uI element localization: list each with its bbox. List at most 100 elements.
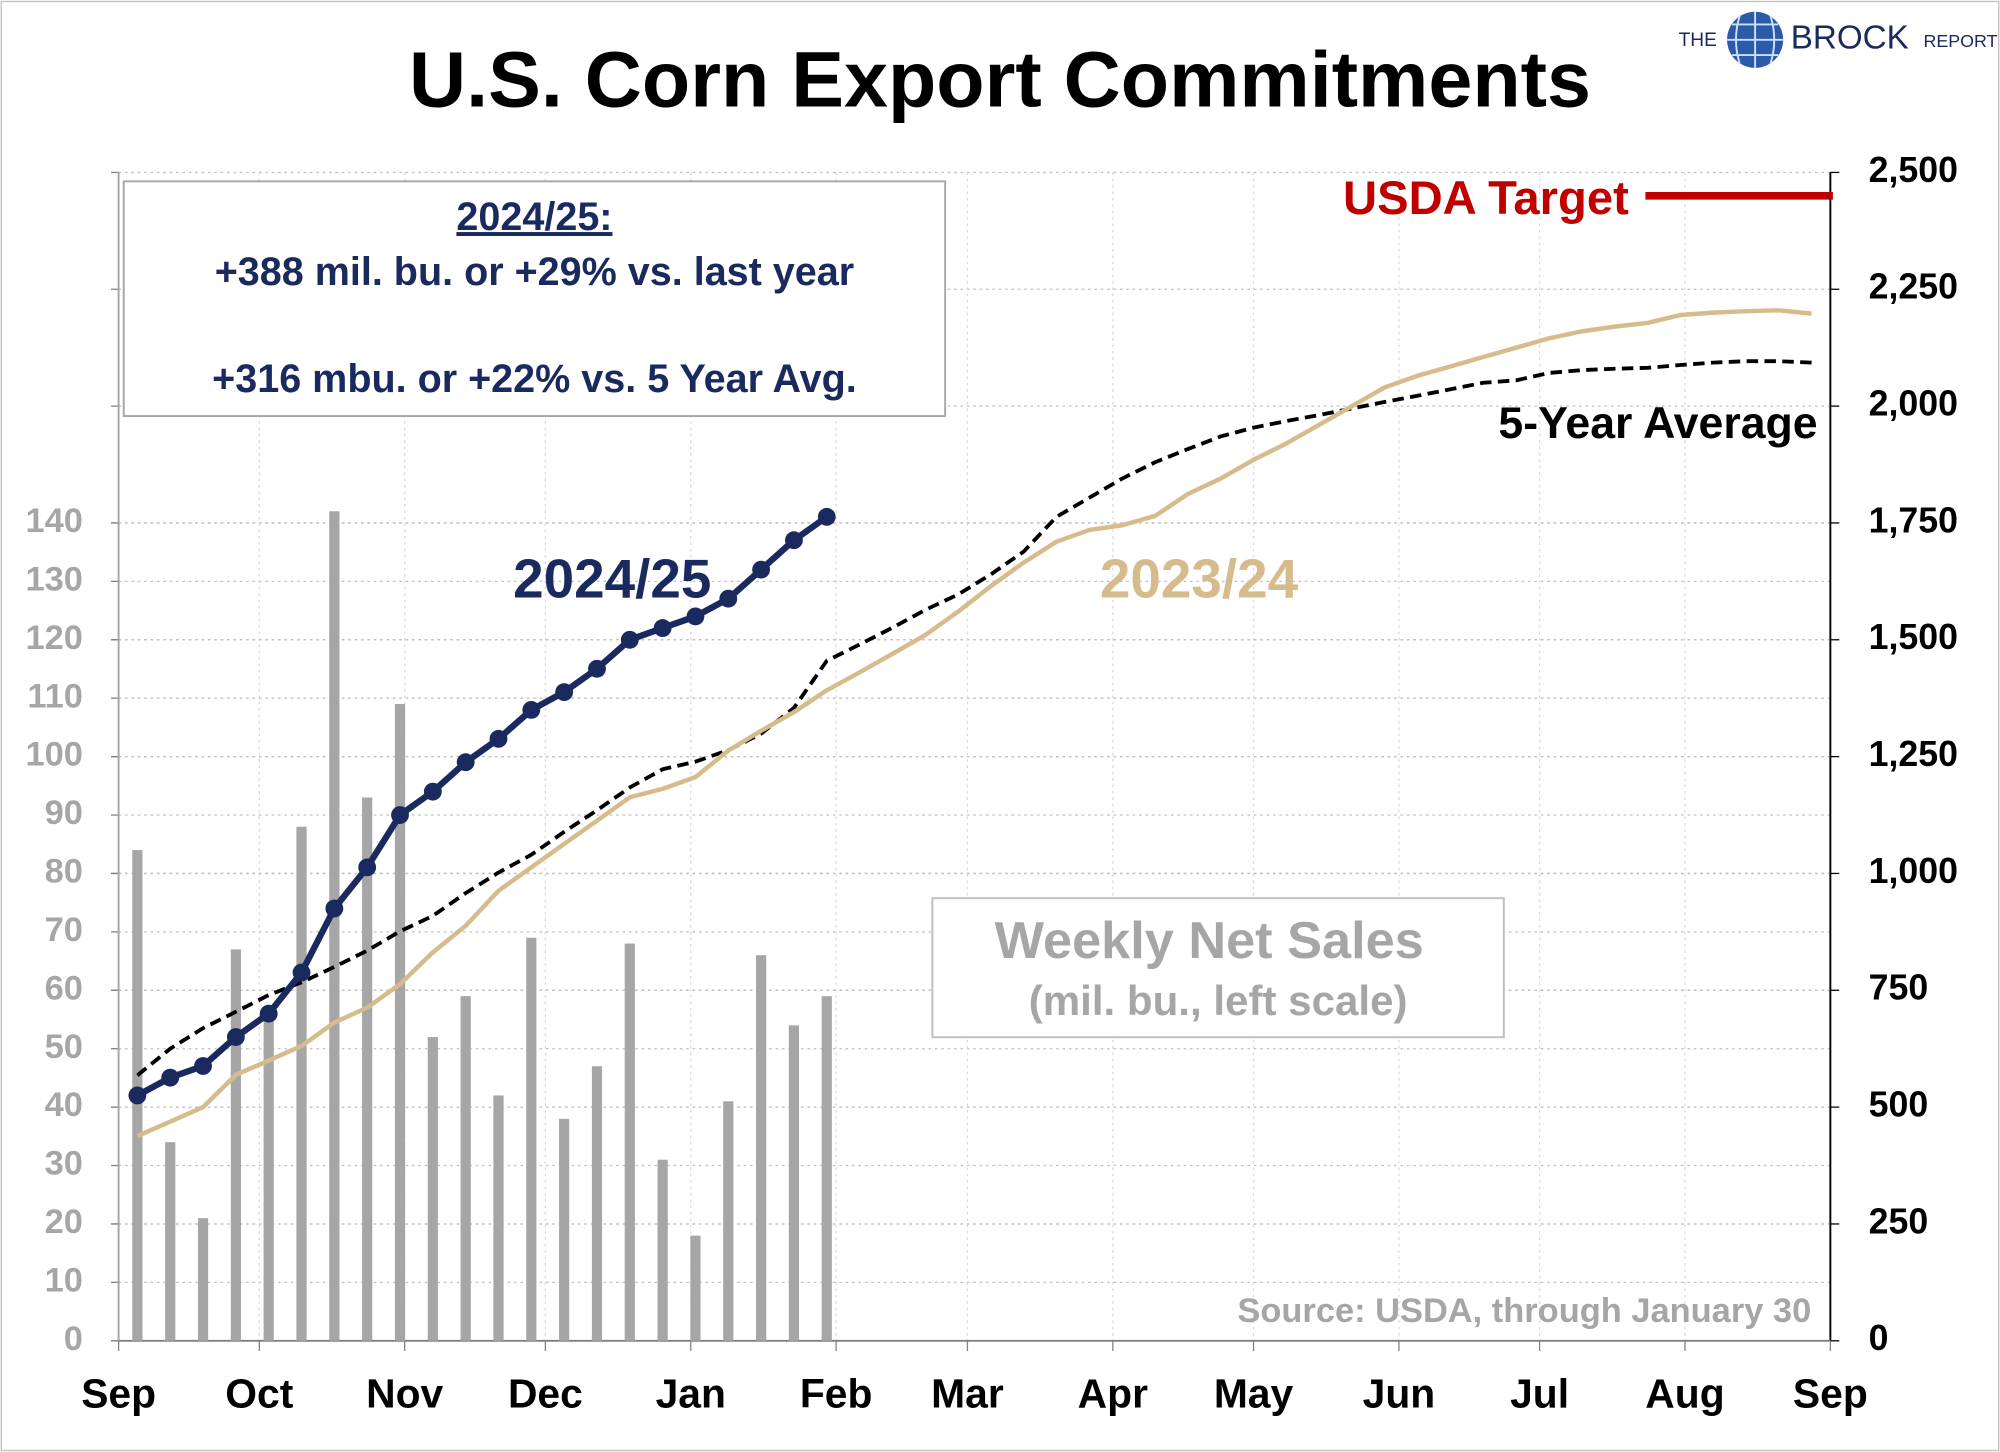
marker xyxy=(161,1068,180,1087)
bar xyxy=(493,1095,504,1341)
bar xyxy=(723,1101,734,1341)
marker xyxy=(325,899,344,918)
marker xyxy=(292,963,311,982)
marker xyxy=(817,507,836,526)
y-tick-label: 140 xyxy=(25,502,82,540)
marker xyxy=(653,619,672,638)
x-tick-label: Jun xyxy=(1363,1371,1436,1417)
y2-tick-label: 250 xyxy=(1869,1201,1929,1241)
bar xyxy=(296,826,307,1341)
x-tick-label: Aug xyxy=(1645,1371,1724,1417)
bar xyxy=(230,949,241,1341)
bar xyxy=(756,955,767,1341)
y2-tick-label: 750 xyxy=(1869,968,1929,1008)
series-line xyxy=(135,514,829,1099)
y2-tick-label: 500 xyxy=(1869,1085,1929,1125)
bar xyxy=(197,1218,209,1341)
x-tick-label: Oct xyxy=(225,1371,293,1417)
bar xyxy=(362,797,373,1341)
bar xyxy=(427,1037,438,1341)
marker xyxy=(456,753,475,772)
y2-tick-label: 1,750 xyxy=(1869,500,1958,540)
x-tick-label: Feb xyxy=(800,1371,873,1417)
source-note: Source: USDA, through January 30 xyxy=(1237,1292,1811,1330)
bar xyxy=(526,937,537,1341)
plot-area: 0 10 20 30 40 50 60 70 80 90 100 110 120 130 140 0 250 50… xyxy=(25,150,1958,1417)
y-tick-label: 20 xyxy=(45,1203,83,1241)
bar xyxy=(624,943,635,1341)
marker xyxy=(620,630,639,649)
y2-tick-label: 1,000 xyxy=(1869,851,1958,891)
bar xyxy=(165,1142,176,1341)
series-label: 5-Year Average xyxy=(1498,399,1817,448)
y2-tick-label: 0 xyxy=(1869,1318,1889,1358)
x-tick-label: Sep xyxy=(81,1371,156,1417)
marker xyxy=(489,729,508,748)
x-tick-label: Nov xyxy=(366,1371,443,1417)
info-box: 2024/25: +388 mil. bu. or +29% vs. last … xyxy=(122,180,947,418)
bar xyxy=(263,1007,274,1341)
bar xyxy=(394,704,406,1341)
x-tick-label: Mar xyxy=(931,1371,1004,1417)
marker xyxy=(391,806,409,824)
y2-tick-label: 2,250 xyxy=(1869,267,1958,307)
marker xyxy=(555,683,574,702)
info-heading: 2024/25: xyxy=(456,195,612,239)
bar xyxy=(657,1159,668,1341)
bar xyxy=(821,996,832,1341)
bar xyxy=(690,1235,701,1341)
y2-tick-label: 2,500 xyxy=(1869,150,1958,190)
marker xyxy=(423,782,442,801)
y-tick-label: 60 xyxy=(45,969,83,1007)
series-label: Weekly Net Sales xyxy=(995,912,1424,970)
y-tick-label: 100 xyxy=(25,736,82,774)
logo-text: THE xyxy=(1679,30,1717,51)
x-tick-label: Apr xyxy=(1078,1371,1148,1417)
y-tick-label: 130 xyxy=(25,560,82,598)
bar xyxy=(460,996,471,1341)
x-tick-label: May xyxy=(1214,1371,1294,1417)
y-tick-label: 120 xyxy=(25,619,82,657)
bar xyxy=(559,1118,570,1341)
sales-note: (mil. bu., left scale) xyxy=(1029,977,1408,1024)
marker xyxy=(522,700,541,719)
y-tick-label: 90 xyxy=(45,794,83,832)
logo: THE BROCK REPORT xyxy=(1679,11,1998,68)
y-tick-label: 30 xyxy=(45,1145,83,1183)
x-tick-label: Jul xyxy=(1510,1371,1569,1417)
info-line: +316 mbu. or +22% vs. 5 Year Avg. xyxy=(212,357,857,401)
series-line xyxy=(136,308,1812,1139)
bar xyxy=(788,1025,800,1341)
series-label: 2023/24 xyxy=(1100,548,1299,610)
sales-box-frame xyxy=(931,897,1505,1039)
marker xyxy=(785,531,803,550)
marker xyxy=(358,858,377,877)
marker xyxy=(719,589,738,608)
marker xyxy=(588,659,606,678)
y2-tick-label: 2,000 xyxy=(1869,384,1958,424)
bar xyxy=(329,511,340,1341)
target-label: USDA Target xyxy=(1343,172,1629,225)
logo-text: BROCK xyxy=(1791,20,1909,57)
bar xyxy=(591,1066,603,1341)
x-tick-label: Dec xyxy=(508,1371,583,1417)
chart-title: U.S. Corn Export Commitments xyxy=(409,35,1591,124)
logo-text: REPORT xyxy=(1923,31,1997,51)
marker xyxy=(194,1057,212,1075)
marker xyxy=(752,560,771,579)
x-tick-label: Jan xyxy=(656,1371,726,1417)
y-tick-label: 0 xyxy=(64,1320,83,1358)
info-line: +388 mil. bu. or +29% vs. last year xyxy=(215,250,854,294)
marker xyxy=(686,607,705,626)
y-tick-label: 50 xyxy=(45,1028,83,1066)
sales-box: Weekly Net Sales (mil. bu., left scale) xyxy=(931,897,1505,1039)
y-tick-label: 70 xyxy=(45,911,83,949)
marker xyxy=(226,1028,245,1046)
info-box-frame xyxy=(122,180,947,418)
y-tick-label: 110 xyxy=(27,677,83,715)
logo-grid xyxy=(1727,11,1784,68)
x-tick-label: Sep xyxy=(1793,1371,1868,1417)
y-tick-label: 40 xyxy=(45,1086,83,1124)
